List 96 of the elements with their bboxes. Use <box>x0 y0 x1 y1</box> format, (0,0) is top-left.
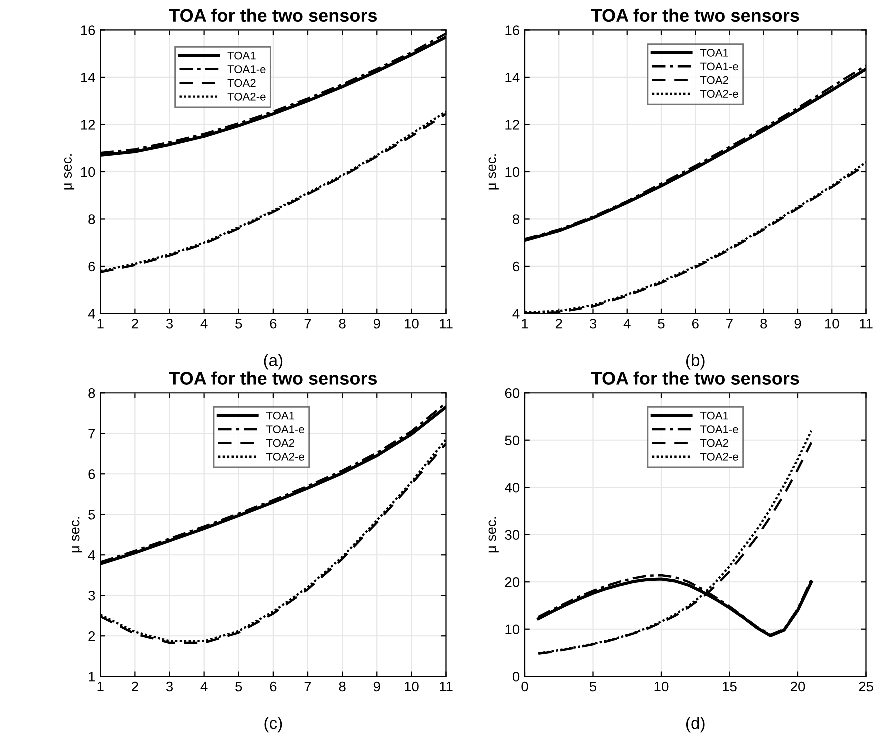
x-tick-label: 7 <box>304 682 312 692</box>
y-tick-label: 6 <box>88 262 96 272</box>
x-tick-label: 1 <box>522 319 528 329</box>
y-axis-title: μ sec. <box>488 154 499 190</box>
text: (b) <box>686 354 705 370</box>
x-tick-label: 3 <box>166 682 173 692</box>
x-tick-label: 3 <box>166 318 173 329</box>
y-axis-title: μ sec. <box>64 154 75 190</box>
x-tick-label: 1 <box>98 682 104 692</box>
legend-label: TOA2 <box>700 439 728 448</box>
text: (c) <box>264 717 282 733</box>
x-tick-label: 3 <box>590 318 596 329</box>
y-tick-label: 30 <box>505 530 520 540</box>
y-tick-label: 60 <box>505 388 520 398</box>
x-tick-label: 10 <box>654 682 669 692</box>
x-tick-label: 20 <box>790 682 806 692</box>
x-tick-label: 2 <box>556 318 562 329</box>
chart-title: TOA for the two sensors <box>592 372 800 385</box>
x-tick-label: 5 <box>236 319 242 329</box>
y-tick-label: 10 <box>81 167 96 178</box>
y-tick-label: 7 <box>88 429 96 439</box>
x-tick-label: 5 <box>590 682 597 692</box>
y-tick-label: 2 <box>88 631 96 642</box>
y-tick-label: 5 <box>88 510 96 520</box>
x-tick-label: 5 <box>658 319 665 329</box>
y-tick-label: 14 <box>506 72 520 83</box>
x-tick-label: 10 <box>405 682 419 692</box>
y-axis-title: μ sec. <box>72 517 82 553</box>
y-tick-label: 12 <box>506 120 520 130</box>
y-tick-label: 6 <box>513 262 520 272</box>
x-tick-label: 6 <box>270 682 277 692</box>
x-tick-label: 11 <box>860 319 873 329</box>
y-axis-title: μ sec. <box>488 517 499 553</box>
legend-label: TOA2 <box>700 76 728 84</box>
y-tick-label: 1 <box>89 672 96 682</box>
y-tick-label: 8 <box>88 388 96 398</box>
y-tick-label: 16 <box>81 26 96 36</box>
y-tick-label: 4 <box>512 309 520 319</box>
legend-label: TOA2-e <box>228 92 266 101</box>
x-tick-label: 5 <box>236 682 242 692</box>
text: (d) <box>686 717 705 733</box>
x-tick-label: 11 <box>440 682 453 692</box>
legend-label: TOA2-e <box>266 452 304 461</box>
legend-label: TOA2 <box>228 79 256 88</box>
x-tick-label: 0 <box>522 682 528 692</box>
legend-label: TOA1 <box>228 52 256 60</box>
x-tick-label: 9 <box>374 318 380 329</box>
chart-title: TOA for the two sensors <box>592 8 800 22</box>
legend-label: TOA2 <box>266 439 294 448</box>
legend-label: TOA1 <box>266 412 294 420</box>
y-tick-label: 16 <box>506 26 520 36</box>
x-tick-label: 8 <box>760 318 768 329</box>
legend-label: TOA1 <box>700 49 728 57</box>
legend-label: TOA1-e <box>228 66 266 74</box>
x-tick-label: 2 <box>132 318 138 329</box>
legend-label: TOA2-e <box>700 452 738 461</box>
x-tick-label: 7 <box>726 319 733 329</box>
y-tick-label: 50 <box>505 436 520 446</box>
x-tick-label: 4 <box>624 319 631 329</box>
x-tick-label: 8 <box>339 318 346 329</box>
y-tick-label: 8 <box>88 214 96 224</box>
x-tick-label: 11 <box>440 319 453 329</box>
x-tick-label: 8 <box>339 682 346 692</box>
y-tick-label: 3 <box>88 590 96 601</box>
y-tick-label: 8 <box>513 214 520 224</box>
x-tick-label: 1 <box>98 319 104 329</box>
x-tick-label: 4 <box>200 319 208 329</box>
y-tick-label: 10 <box>506 167 520 178</box>
legend-label: TOA2-e <box>700 90 738 98</box>
legend-label: TOA1-e <box>700 62 738 71</box>
x-tick-label: 2 <box>132 682 138 692</box>
y-tick-label: 10 <box>506 624 520 635</box>
x-tick-label: 10 <box>825 318 840 329</box>
x-tick-label: 10 <box>405 318 419 329</box>
x-tick-label: 9 <box>374 682 380 692</box>
legend-label: TOA1 <box>700 412 728 420</box>
legend-label: TOA1-e <box>700 426 738 434</box>
x-tick-label: 15 <box>723 682 737 692</box>
y-tick-label: 14 <box>81 72 96 83</box>
x-tick-label: 9 <box>794 318 802 329</box>
y-tick-label: 20 <box>505 577 520 588</box>
x-tick-label: 25 <box>859 682 874 692</box>
y-tick-label: 4 <box>88 550 96 560</box>
y-tick-label: 12 <box>81 120 96 130</box>
x-tick-label: 7 <box>304 319 312 329</box>
x-tick-label: 6 <box>270 318 277 329</box>
y-tick-label: 40 <box>505 482 520 493</box>
x-tick-label: 4 <box>200 682 208 692</box>
legend-label: TOA1-e <box>266 426 304 434</box>
chart-title: TOA for the two sensors <box>169 372 378 385</box>
y-tick-label: 6 <box>88 469 96 480</box>
x-tick-label: 6 <box>692 318 699 329</box>
y-tick-label: 0 <box>512 672 520 682</box>
y-tick-label: 4 <box>88 309 96 319</box>
chart-title: TOA for the two sensors <box>169 8 378 22</box>
text: (a) <box>264 354 283 370</box>
